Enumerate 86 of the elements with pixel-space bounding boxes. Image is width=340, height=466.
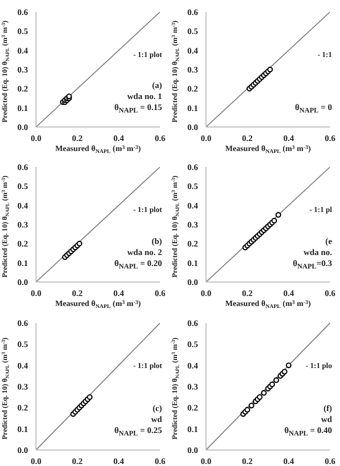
annotation: wd	[320, 414, 332, 425]
x-tick-label: 0.4	[283, 133, 295, 144]
annotation: θ$_{NAPL}$ = 0.20	[114, 258, 162, 272]
x-tick-label: 0.6	[154, 133, 166, 144]
y-tick-label: 0.1	[187, 424, 198, 434]
y-tick-label: 0.0	[187, 444, 198, 455]
y-tick-label: 0.1	[17, 258, 28, 268]
y-tick-label: 0.5	[17, 338, 28, 349]
y-tick-label: 0.2	[17, 84, 28, 94]
x-tick-label: 0.2	[72, 288, 83, 298]
y-tick-label: 0.1	[187, 258, 198, 268]
y-tick-label: 0.6	[187, 7, 198, 18]
y-tick-label: 0.1	[17, 102, 28, 113]
y-tick-label: 0.3	[187, 220, 198, 230]
x-axis-title: Measured θ$_{NAPL}$ (m$^{3}$ m$^{-3}$)	[55, 299, 142, 310]
y-tick-label: 0.6	[187, 318, 198, 328]
annotation: (e	[324, 236, 332, 247]
x-tick-label: 0.0	[30, 456, 42, 466]
x-tick-label: 0.6	[154, 288, 166, 298]
x-tick-label: 0.2	[242, 288, 253, 298]
x-tick-label: 0.4	[283, 456, 295, 466]
x-tick-label: 0.6	[154, 456, 166, 466]
x-tick-label: 0.0	[200, 288, 212, 298]
y-tick-label: 0.6	[17, 7, 28, 18]
y-tick-label: 0.4	[17, 360, 29, 370]
x-axis-title: Measured θ$_{NAPL}$ (m$^{3}$ m$^{-3}$)	[225, 299, 312, 310]
y-tick-label: 0.0	[187, 277, 198, 288]
y-tick-label: 0.2	[187, 402, 198, 412]
annotation: wda no. 2	[126, 246, 162, 258]
y-tick-label: 0.2	[187, 239, 198, 250]
x-tick-label: 0.2	[242, 456, 253, 466]
y-tick-label: 0.6	[17, 318, 28, 328]
y-tick-label: 0.3	[17, 64, 28, 75]
x-tick-label: 0.0	[30, 133, 42, 144]
x-tick-label: 0.2	[242, 133, 253, 144]
y-tick-label: 0.4	[17, 200, 29, 211]
annotation: wd	[150, 414, 162, 425]
y-tick-label: 0.6	[187, 162, 198, 172]
x-axis-title: Measured θ$_{NAPL}$ (m$^{3}$ m$^{-3}$)	[225, 144, 312, 155]
y-tick-label: 0.0	[187, 122, 198, 132]
y-tick-label: 0.4	[17, 45, 29, 56]
annotation: (a)	[151, 80, 162, 92]
annotation: (c)	[152, 402, 162, 414]
x-tick-label: 0.6	[324, 288, 336, 298]
y-tick-label: 0.2	[17, 402, 28, 412]
y-tick-label: 0.3	[17, 220, 28, 230]
y-tick-label: 0.4	[187, 200, 199, 211]
annotation: (b)	[150, 236, 162, 247]
y-tick-label: 0.0	[17, 122, 28, 132]
annotation: θ$_{NAPL}$ = 0.25	[114, 424, 162, 440]
y-tick-label: 0.5	[187, 182, 198, 192]
annotation: θ$_{NAPL}$ = 0.15	[114, 102, 162, 117]
x-tick-label: 0.0	[200, 133, 212, 144]
x-tick-label: 0.4	[283, 288, 295, 298]
x-tick-label: 0.6	[324, 133, 336, 144]
y-tick-label: 0.1	[187, 102, 198, 113]
x-tick-label: 0.4	[113, 133, 125, 144]
annotation: θ$_{NAPL}$=0.3	[292, 258, 332, 272]
annotation: θ$_{NAPL}$ = 0.40	[284, 424, 332, 440]
x-tick-label: 0.4	[113, 456, 125, 466]
y-tick-label: 0.4	[187, 360, 199, 370]
x-tick-label: 0.6	[324, 456, 336, 466]
y-tick-label: 0.6	[17, 162, 28, 172]
annotation: wda no.	[302, 246, 332, 258]
y-tick-label: 0.1	[17, 424, 28, 434]
y-tick-label: 0.0	[17, 277, 28, 288]
x-tick-label: 0.2	[72, 456, 83, 466]
y-tick-label: 0.5	[187, 26, 198, 36]
y-tick-label: 0.2	[187, 84, 198, 94]
annotation: wda no. 1	[126, 91, 162, 102]
annotation: θ$_{NAPL}$ = 0	[294, 102, 332, 117]
x-tick-label: 0.4	[113, 288, 125, 298]
y-tick-label: 0.3	[187, 64, 198, 75]
y-tick-label: 0.0	[17, 444, 28, 455]
x-tick-label: 0.2	[72, 133, 83, 144]
y-tick-label: 0.3	[187, 381, 198, 392]
y-tick-label: 0.3	[17, 381, 28, 392]
x-tick-label: 0.0	[30, 288, 42, 298]
annotation: (f)	[322, 402, 332, 414]
x-axis-title: Measured θ$_{NAPL}$ (m$^{3}$ m$^{-3}$)	[55, 144, 142, 155]
x-tick-label: 0.0	[200, 456, 212, 466]
y-tick-label: 0.5	[17, 182, 28, 192]
y-tick-label: 0.2	[17, 239, 28, 250]
y-tick-label: 0.5	[17, 26, 28, 36]
y-tick-label: 0.4	[187, 45, 199, 56]
y-tick-label: 0.5	[187, 338, 198, 349]
